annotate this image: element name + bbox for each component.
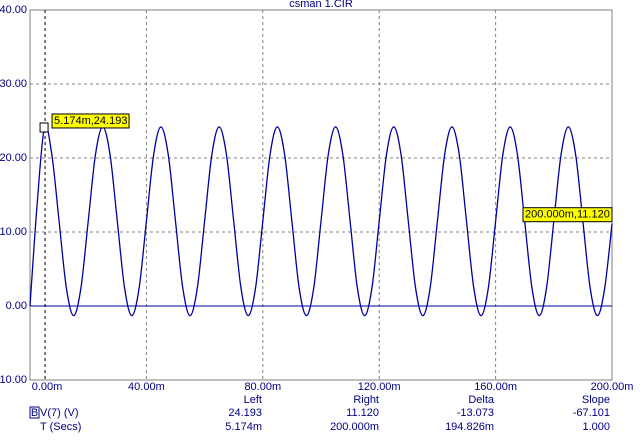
cursor-table: Left Right Delta Slope B V(7) (V) 24.193 11.120… — [29, 394, 610, 433]
cell: -13.073 — [457, 407, 494, 419]
column-header: Right — [353, 394, 379, 406]
row-marker: B — [31, 407, 38, 419]
marker-box — [29, 406, 40, 419]
x-tick-label: 40.00m — [128, 381, 165, 393]
y-tick-label: 0.00 — [6, 300, 27, 312]
x-tick-label: 120.00m — [358, 381, 401, 393]
column-header: Slope — [582, 394, 610, 406]
cursor-label-box — [522, 207, 613, 223]
cell: 194.826m — [445, 421, 494, 433]
x-tick-label: 0.00m — [32, 381, 63, 393]
x-tick-label: 80.00m — [244, 381, 281, 393]
cell: 200.000m — [330, 421, 379, 433]
y-tick-label: 40.00 — [0, 4, 27, 16]
cursor-label-box — [51, 113, 130, 129]
cell: 1.000 — [582, 421, 610, 433]
series-line — [29, 124, 613, 317]
plot-frame — [29, 9, 613, 381]
cell: 11.120 — [346, 407, 379, 419]
cursor-marker — [39, 122, 49, 133]
x-tick-label: 200.00m — [591, 381, 634, 393]
cursor-label: 5.174m,24.193 — [54, 115, 127, 127]
title: csman 1.CIR — [289, 0, 353, 10]
y-tick-label: -10.00 — [0, 374, 27, 386]
cell: 5.174m — [225, 421, 262, 433]
cell: 24.193 — [228, 407, 262, 419]
x-tick-label: 160.00m — [474, 381, 517, 393]
y-tick-label: 20.00 — [0, 152, 27, 164]
plot: -10.00 0.00 10.00 20.00 30.00 40.00 0.00m 40.00… — [0, 4, 633, 393]
cell: -67.101 — [573, 407, 610, 419]
cursor-label: 200.000m,11.120 — [525, 209, 610, 221]
y-tick-label: 10.00 — [0, 226, 27, 238]
row-label: T (Secs) — [40, 421, 81, 433]
row-label: V(7) (V) — [40, 407, 79, 419]
y-tick-label: 30.00 — [0, 78, 27, 90]
column-header: Left — [244, 394, 262, 406]
column-header: Delta — [468, 394, 495, 406]
